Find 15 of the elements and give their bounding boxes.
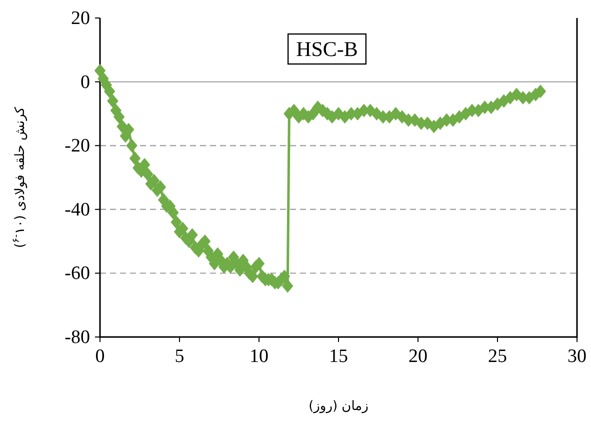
y-tick-label: -60 [64,263,90,284]
y-tick-label: -80 [64,327,90,348]
x-tick-label: 15 [329,346,348,367]
x-tick-label: 20 [408,346,428,367]
y-tick-label: 20 [71,8,90,29]
x-tick-label: 5 [174,346,184,367]
x-tick-label: 10 [250,346,268,367]
x-tick-label: 0 [95,346,105,367]
y-tick-label: -20 [64,136,90,157]
text: HSC-B [296,37,358,61]
x-tick-label: 30 [568,346,586,367]
y-tick-label: 0 [80,72,90,93]
y-tick-label: -40 [64,199,90,220]
x-tick-label: 25 [488,346,507,367]
x-axis-title: زمان (روز) [308,399,368,414]
